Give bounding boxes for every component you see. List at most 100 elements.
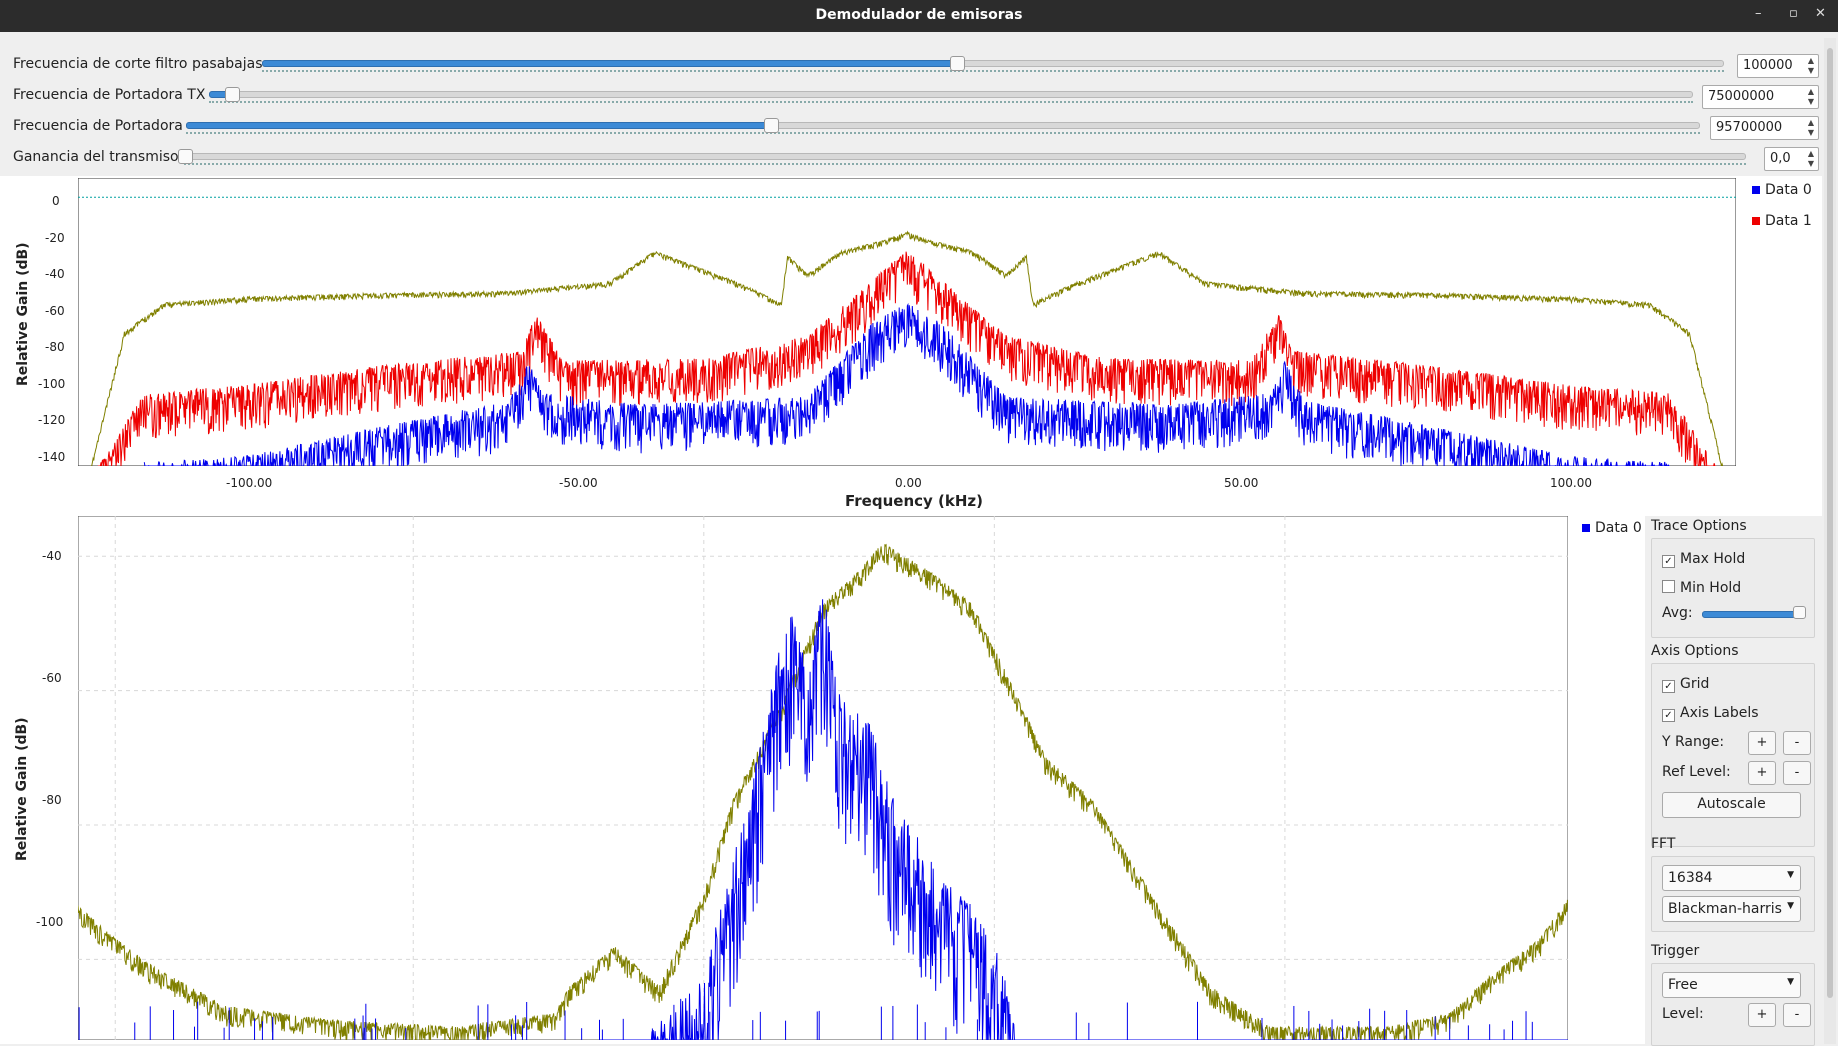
min-hold-label: Min Hold <box>1680 580 1742 596</box>
trigger-level-plus-button[interactable]: + <box>1748 1003 1776 1027</box>
bottom-freq-plot: Relative Gain (dB) -40 -60 -80 -100 Data… <box>0 516 1645 1044</box>
max-hold-label: Max Hold <box>1680 551 1746 567</box>
bottom-ytick: -80 <box>42 793 62 807</box>
legend-swatch <box>1752 217 1760 225</box>
checkmark-icon: ✓ <box>1662 680 1675 693</box>
title-bar: Demodulador de emisoras – ▫ ✕ <box>0 0 1838 32</box>
bottom-ytick: -100 <box>36 915 64 929</box>
checkmark-icon: ✓ <box>1662 555 1675 568</box>
top-ytick: -60 <box>45 304 65 318</box>
carrier-slider[interactable] <box>186 114 1700 140</box>
cutoff-label: Frecuencia de corte filtro pasabajas <box>13 56 263 72</box>
top-plot-canvas[interactable] <box>78 178 1736 466</box>
spin-down-icon[interactable]: ▼ <box>1807 97 1815 106</box>
tx-carrier-slider-handle[interactable] <box>225 87 241 102</box>
legend-data0[interactable]: Data 0 <box>1752 182 1812 198</box>
cutoff-slider-handle[interactable] <box>950 56 966 71</box>
min-hold-checkbox[interactable]: Min Hold <box>1662 580 1741 596</box>
gain-slider-handle[interactable] <box>178 149 193 164</box>
spin-up-icon[interactable]: ▲ <box>1807 149 1815 158</box>
top-ytick: -120 <box>38 413 66 427</box>
tx-carrier-slider[interactable] <box>209 83 1693 109</box>
ref-level-minus-button[interactable]: - <box>1783 761 1811 785</box>
trigger-level-minus-button[interactable]: - <box>1783 1003 1811 1027</box>
spin-down-icon[interactable]: ▼ <box>1807 128 1815 137</box>
gain-spinbox[interactable]: 0,0 ▲ ▼ <box>1764 147 1819 171</box>
trigger-mode-select[interactable]: Free ▼ <box>1662 972 1801 998</box>
tx-carrier-label: Frecuencia de Portadora TX <box>13 87 206 103</box>
control-row-tx-carrier: Frecuencia de Portadora TX 75000000 ▲ ▼ <box>0 83 1820 109</box>
top-ytick: -100 <box>38 377 66 391</box>
spin-up-icon[interactable]: ▲ <box>1807 87 1815 96</box>
top-ytick: -40 <box>45 267 65 281</box>
bottom-ytick: -40 <box>42 549 62 563</box>
autoscale-button[interactable]: Autoscale <box>1662 792 1801 818</box>
series-line-data-1 <box>97 251 1717 466</box>
window-title: Demodulador de emisoras <box>815 7 1023 23</box>
top-freq-plot: Relative Gain (dB) 0 -20 -40 -60 -80 -10… <box>0 176 1822 516</box>
control-row-gain: Ganancia del transmisor 0,0 ▲ ▼ <box>0 145 1820 171</box>
grid-label: Grid <box>1680 676 1710 692</box>
y-range-plus-button[interactable]: + <box>1748 731 1776 755</box>
legend-label: Data 1 <box>1765 213 1812 229</box>
carrier-spinbox[interactable]: 95700000 ▲ ▼ <box>1710 116 1819 140</box>
legend-data0-bottom[interactable]: Data 0 <box>1582 520 1642 536</box>
chevron-down-icon: ▼ <box>1787 901 1794 911</box>
axis-options-group: ✓ Grid ✓ Axis Labels Y Range: + - Ref Leve… <box>1651 663 1815 847</box>
max-hold-checkbox[interactable]: ✓ Max Hold <box>1662 551 1745 568</box>
grid-checkbox[interactable]: ✓ Grid <box>1662 676 1709 693</box>
top-xtick: -100.00 <box>226 476 273 490</box>
cutoff-value: 100000 <box>1743 58 1793 73</box>
control-row-carrier: Frecuencia de Portadora 95700000 ▲ ▼ <box>0 114 1820 140</box>
spin-down-icon[interactable]: ▼ <box>1807 159 1815 168</box>
gain-slider[interactable] <box>178 145 1746 171</box>
cutoff-slider[interactable] <box>262 52 1724 78</box>
ref-level-plus-button[interactable]: + <box>1748 761 1776 785</box>
gain-label: Ganancia del transmisor <box>13 149 185 165</box>
top-xtick: 0.00 <box>895 476 922 490</box>
window-select[interactable]: Blackman-harris ▼ <box>1662 896 1801 922</box>
spin-up-icon[interactable]: ▲ <box>1807 118 1815 127</box>
close-icon[interactable]: ✕ <box>1815 6 1826 21</box>
top-xtick: -50.00 <box>559 476 598 490</box>
gain-value: 0,0 <box>1770 151 1791 166</box>
avg-slider[interactable] <box>1702 605 1806 623</box>
top-ytick: 0 <box>52 194 60 208</box>
spin-down-icon[interactable]: ▼ <box>1807 66 1815 75</box>
bottom-plot-canvas[interactable] <box>78 516 1568 1040</box>
cutoff-spinbox[interactable]: 100000 ▲ ▼ <box>1737 54 1819 78</box>
restore-icon[interactable]: ▫ <box>1789 6 1798 21</box>
options-panel: Trace Options ✓ Max Hold Min Hold Avg: Ax… <box>1645 516 1824 1046</box>
chevron-down-icon: ▼ <box>1787 977 1794 987</box>
axis-labels-checkbox[interactable]: ✓ Axis Labels <box>1662 705 1759 722</box>
tx-carrier-spinbox[interactable]: 75000000 ▲ ▼ <box>1702 85 1819 109</box>
minimize-icon[interactable]: – <box>1755 6 1762 21</box>
window-value: Blackman-harris <box>1668 901 1782 917</box>
bottom-ytick: -60 <box>42 671 62 685</box>
avg-slider-handle[interactable] <box>1792 606 1806 619</box>
fft-size-select[interactable]: 16384 ▼ <box>1662 865 1801 891</box>
top-xtick: 50.00 <box>1224 476 1259 490</box>
tx-carrier-value: 75000000 <box>1708 89 1775 104</box>
y-range-label: Y Range: <box>1662 734 1725 750</box>
series-line-data-0 <box>143 302 1670 466</box>
top-xtick: 100.00 <box>1550 476 1592 490</box>
carrier-slider-handle[interactable] <box>764 118 780 133</box>
legend-swatch <box>1582 524 1590 532</box>
y-range-minus-button[interactable]: - <box>1783 731 1811 755</box>
legend-label: Data 0 <box>1765 182 1812 198</box>
scrollbar-thumb[interactable] <box>1827 48 1833 998</box>
checkmark-icon: ✓ <box>1662 709 1675 722</box>
series-line-max-hold <box>90 230 1724 466</box>
carrier-label: Frecuencia de Portadora <box>13 118 183 134</box>
top-xlabel: Frequency (kHz) <box>845 492 983 510</box>
chevron-down-icon: ▼ <box>1787 870 1794 880</box>
spin-up-icon[interactable]: ▲ <box>1807 56 1815 65</box>
vertical-scrollbar[interactable] <box>1824 38 1836 1044</box>
axis-options-title: Axis Options <box>1651 643 1739 659</box>
fft-size-value: 16384 <box>1668 870 1713 886</box>
legend-data1[interactable]: Data 1 <box>1752 213 1812 229</box>
top-ytick: -80 <box>45 340 65 354</box>
avg-label: Avg: <box>1662 605 1693 621</box>
fft-title: FFT <box>1651 836 1676 852</box>
